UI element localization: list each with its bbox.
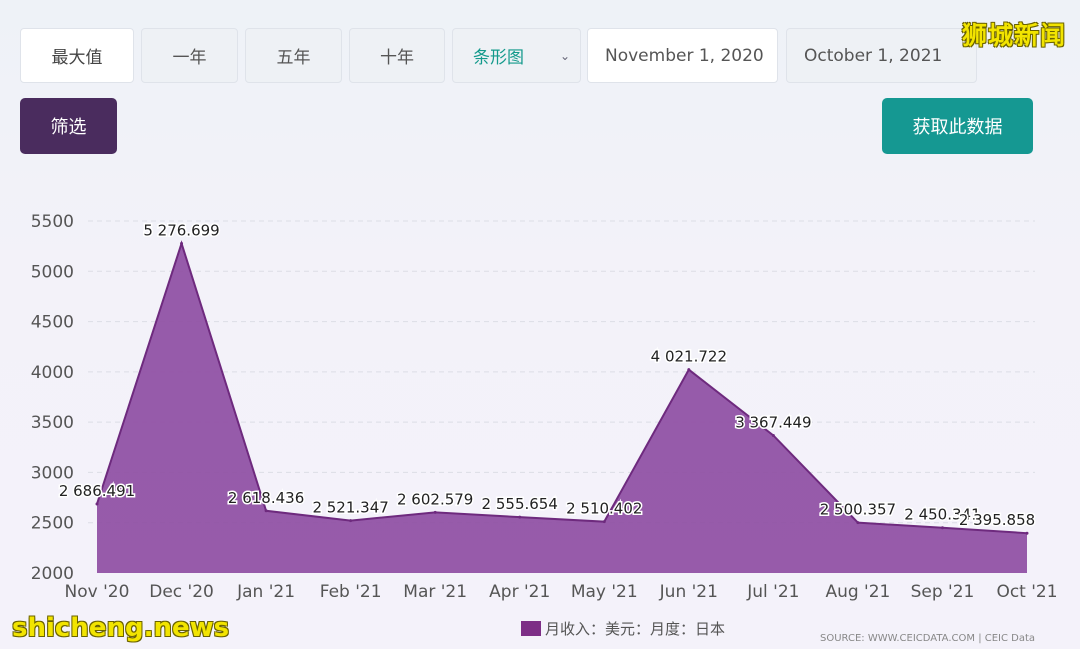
data-label: 2 555.654: [482, 495, 558, 513]
date-to-input[interactable]: October 1, 2021: [786, 28, 977, 83]
data-label: 2 395.858: [959, 511, 1035, 529]
legend-swatch: [521, 621, 541, 636]
data-label: 2 450.341: [904, 506, 980, 524]
data-point: [433, 510, 437, 514]
range-max-button[interactable]: 最大值: [20, 28, 134, 83]
y-tick-label: 4000: [31, 363, 74, 383]
data-label: 2 602.579: [397, 490, 473, 508]
data-label: 2 521.347: [312, 499, 388, 517]
chart-type-value: 条形图: [473, 48, 524, 68]
series-line: [96, 240, 1028, 535]
data-point: [95, 502, 99, 506]
data-point: [518, 515, 522, 519]
y-tick-label: 4500: [31, 313, 74, 333]
data-label: 2 510.402: [566, 500, 642, 518]
data-label: 5 276.699: [143, 221, 219, 239]
x-tick-label: Jul '21: [746, 582, 799, 602]
y-tick-label: 5000: [31, 262, 74, 282]
data-point: [687, 368, 691, 372]
data-point: [180, 241, 184, 245]
data-point: [349, 519, 353, 523]
data-label: 4 021.722: [651, 348, 727, 366]
x-tick-label: Sep '21: [911, 582, 975, 602]
range-5y-button[interactable]: 五年: [245, 28, 342, 83]
chart-source: SOURCE: WWW.CEICDATA.COM | CEIC Data: [820, 633, 1036, 644]
data-point: [1025, 531, 1029, 535]
y-tick-label: 3500: [31, 413, 74, 433]
data-label: 2 686.491: [59, 482, 135, 500]
x-tick-label: Jan '21: [236, 582, 295, 602]
data-label: 3 367.449: [735, 413, 811, 431]
toolbar: 最大值 一年 五年 十年 条形图 ⌄ November 1, 2020 Octo…: [0, 0, 1080, 90]
y-tick-label: 2000: [31, 564, 74, 584]
data-point: [602, 520, 606, 524]
x-tick-label: Feb '21: [320, 582, 382, 602]
x-tick-label: Jun '21: [659, 582, 718, 602]
x-tick-label: Nov '20: [65, 582, 130, 602]
data-point: [856, 521, 860, 525]
chevron-down-icon: ⌄: [559, 49, 570, 63]
data-point: [264, 509, 268, 513]
watermark-top: 狮城新闻: [961, 21, 1066, 50]
data-label: 2 500.357: [820, 501, 896, 519]
data-point: [771, 433, 775, 437]
legend-label: 月收入：美元：月度：日本: [545, 620, 726, 638]
watermark-bottom: shicheng.news: [12, 613, 230, 643]
area-fill: [97, 243, 1027, 573]
date-from-input[interactable]: November 1, 2020: [587, 28, 778, 83]
y-tick-label: 5500: [31, 212, 74, 232]
data-label: 2 618.436: [228, 489, 304, 507]
area-chart: 2000 2500 3000 3500 4000 4500 5000 5500 2 686.49…: [31, 212, 1058, 602]
chart-legend[interactable]: 月收入：美元：月度：日本: [521, 618, 725, 639]
chart-type-select[interactable]: 条形图 ⌄: [452, 28, 581, 83]
range-10y-button[interactable]: 十年: [349, 28, 445, 83]
x-tick-label: Apr '21: [489, 582, 550, 602]
x-tick-label: Aug '21: [825, 582, 890, 602]
filter-button[interactable]: 筛选: [20, 98, 117, 154]
get-data-button[interactable]: 获取此数据: [882, 98, 1033, 154]
x-tick-label: Dec '20: [149, 582, 214, 602]
x-tick-label: May '21: [571, 582, 638, 602]
x-tick-label: Oct '21: [996, 582, 1057, 602]
x-tick-label: Mar '21: [403, 582, 467, 602]
y-tick-label: 3000: [31, 463, 74, 483]
y-tick-label: 2500: [31, 514, 74, 534]
range-1y-button[interactable]: 一年: [141, 28, 238, 83]
data-point: [940, 526, 944, 530]
